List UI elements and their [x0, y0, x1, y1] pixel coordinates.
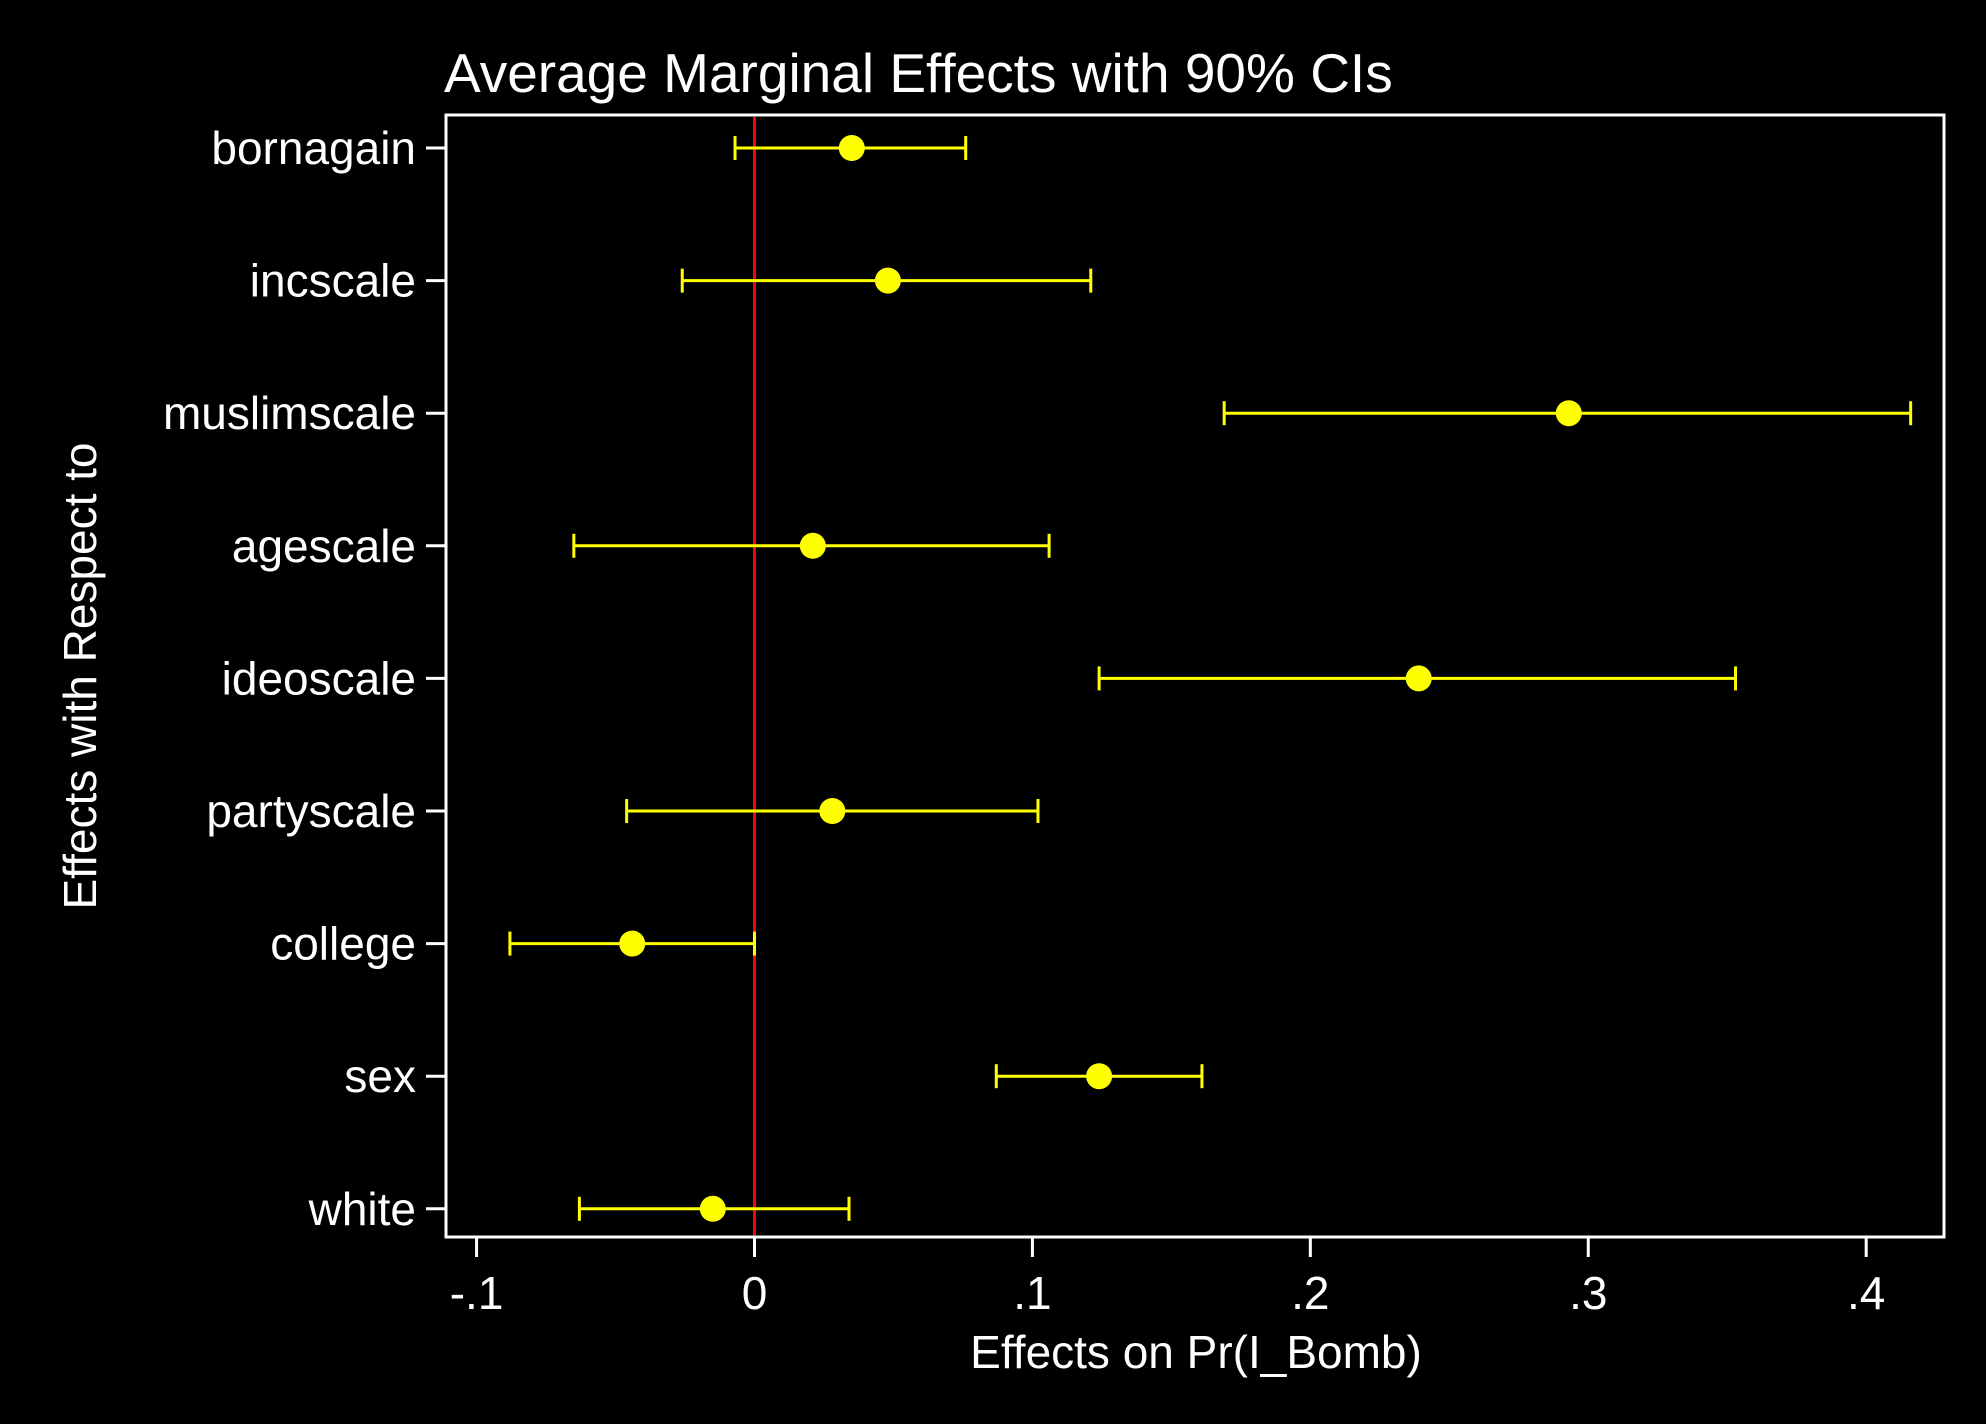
estimate-point — [799, 532, 826, 559]
plot-frame — [444, 113, 1946, 1239]
y-tick-label: partyscale — [206, 785, 416, 837]
y-tick-label: sex — [344, 1050, 416, 1102]
x-axis-title: Effects on Pr(I_Bomb) — [970, 1326, 1422, 1378]
chart-title: Average Marginal Effects with 90% CIs — [444, 42, 1393, 104]
estimate-point — [1086, 1063, 1113, 1090]
x-tick-label: .4 — [1847, 1267, 1885, 1319]
y-tick-label: muslimscale — [163, 387, 416, 439]
x-axis: -.1 0 .1 .2 .3 .4 — [450, 1237, 1885, 1319]
y-tick-label: college — [270, 918, 416, 970]
x-tick-label: 0 — [742, 1267, 768, 1319]
y-axis: bornagain incscale muslimscale agescale ideo… — [163, 122, 446, 1235]
y-tick-label: agescale — [232, 520, 416, 572]
y-tick-label: ideoscale — [222, 652, 416, 704]
estimate-point — [819, 798, 846, 824]
x-tick-label: .2 — [1291, 1267, 1329, 1319]
estimate-point — [699, 1195, 726, 1222]
x-tick-label: .1 — [1013, 1267, 1051, 1319]
y-tick-label: white — [308, 1183, 416, 1235]
series-estimates — [508, 135, 1913, 1222]
estimate-point — [1405, 665, 1432, 692]
estimate-point — [874, 267, 901, 294]
x-tick-label: -.1 — [450, 1267, 504, 1319]
x-tick-label: .3 — [1569, 1267, 1607, 1319]
estimate-point — [838, 135, 865, 161]
y-axis-title: Effects with Respect to — [54, 442, 106, 909]
y-tick-label: incscale — [250, 255, 416, 307]
estimate-point — [619, 930, 646, 957]
y-tick-label: bornagain — [211, 122, 416, 174]
estimate-point — [1555, 400, 1582, 427]
